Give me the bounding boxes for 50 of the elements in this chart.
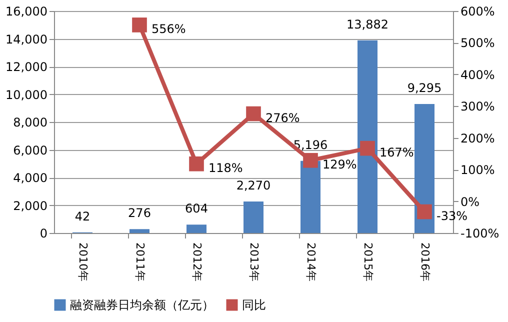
y-tick-label: 14,000 bbox=[6, 32, 48, 46]
y2-tick-label: 200% bbox=[460, 131, 495, 146]
bar bbox=[186, 224, 206, 233]
y-tick-label: 6,000 bbox=[13, 143, 48, 158]
data-label: 604 bbox=[185, 202, 208, 216]
data-label: 118% bbox=[208, 160, 243, 175]
y2-tick-label: -100% bbox=[460, 226, 500, 240]
y-tick-label: 12,000 bbox=[6, 60, 48, 74]
data-label: 9,295 bbox=[407, 81, 442, 96]
y-tick-label: 8,000 bbox=[13, 116, 48, 130]
y2-tick-label: 400% bbox=[460, 68, 495, 82]
y-tick-label: 10,000 bbox=[6, 88, 48, 102]
data-label: -33% bbox=[436, 208, 468, 223]
y2-tick-label: 500% bbox=[460, 36, 495, 50]
bar bbox=[130, 229, 150, 233]
point bbox=[360, 140, 375, 156]
x-tick-label: 2015年 bbox=[362, 242, 374, 282]
x-tick-label: 2011年 bbox=[134, 242, 146, 282]
legend-label: 融资融券日均余额（亿元） bbox=[70, 298, 214, 312]
y-tick-label: 2,000 bbox=[13, 198, 48, 213]
data-label: 556% bbox=[152, 22, 186, 36]
x-tick-label: 2014年 bbox=[304, 242, 318, 282]
y2-tick-label: 0% bbox=[460, 194, 480, 209]
data-label: 276% bbox=[266, 110, 300, 125]
data-label: 167% bbox=[380, 145, 414, 160]
bar bbox=[300, 160, 320, 233]
y2-tick-label: 600% bbox=[460, 4, 495, 18]
bar bbox=[244, 202, 264, 233]
y-tick-label: 4,000 bbox=[13, 171, 48, 185]
x-tick-label: 2016年 bbox=[418, 242, 432, 282]
point bbox=[417, 204, 432, 220]
point bbox=[132, 18, 147, 32]
y-tick-label: 16,000 bbox=[6, 4, 48, 18]
point bbox=[189, 156, 204, 172]
point bbox=[246, 106, 261, 122]
y2-tick-label: 300% bbox=[460, 100, 495, 114]
bar bbox=[358, 40, 378, 233]
legend-label: 同比 bbox=[242, 298, 266, 312]
x-tick-label: 2010年 bbox=[76, 242, 90, 282]
data-label: 13,882 bbox=[346, 17, 388, 32]
data-label: 276 bbox=[128, 206, 151, 220]
data-label: 129% bbox=[322, 157, 357, 172]
point bbox=[303, 152, 318, 168]
x-tick-label: 2012年 bbox=[190, 242, 204, 282]
x-tick-label: 2013年 bbox=[248, 242, 260, 282]
y-tick-label: 0 bbox=[40, 226, 48, 240]
data-label: 5,196 bbox=[293, 138, 328, 152]
y2-tick-label: 100% bbox=[460, 163, 495, 178]
data-label: 2,270 bbox=[236, 178, 271, 193]
data-label: 42 bbox=[74, 209, 90, 224]
